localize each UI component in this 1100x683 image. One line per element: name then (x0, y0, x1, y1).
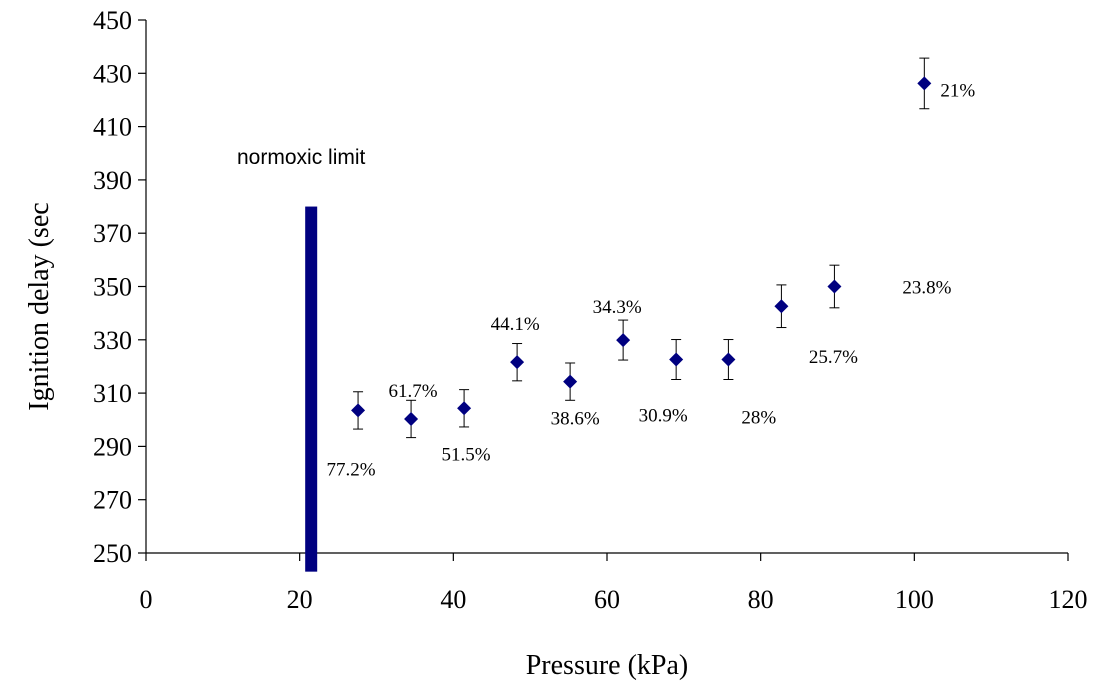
data-point-group: 51.5% (442, 389, 491, 465)
data-point-marker (457, 401, 472, 416)
data-point-marker (510, 355, 525, 370)
data-label: 25.7% (809, 347, 858, 368)
x-tick-label: 100 (895, 585, 934, 614)
data-point-marker (774, 299, 789, 314)
y-tick-label: 430 (93, 59, 132, 88)
data-point-group: 77.2% (327, 391, 376, 480)
normoxic-limit-label: normoxic limit (237, 146, 366, 169)
x-tick-label: 120 (1049, 585, 1088, 614)
data-point-group: 44.1% (491, 314, 540, 382)
y-axis-title: Ignition delay (sec (24, 202, 55, 410)
y-tick-label: 270 (93, 486, 132, 515)
data-point-group: 25.7% (774, 284, 858, 368)
data-label: 51.5% (442, 444, 491, 465)
y-tick-label: 330 (93, 326, 132, 355)
data-point-group: 28% (721, 339, 776, 429)
data-point-marker (563, 374, 578, 389)
data-point-marker (404, 411, 419, 426)
data-point-marker (917, 76, 932, 91)
x-tick-label: 60 (594, 585, 620, 614)
data-label: 44.1% (491, 314, 540, 335)
y-tick-label: 370 (93, 219, 132, 248)
y-tick-label: 250 (93, 539, 132, 568)
data-point-group: 23.8% (827, 264, 952, 309)
x-axis-title: Pressure (kPa) (526, 650, 689, 681)
x-tick-label: 40 (440, 585, 466, 614)
normoxic-limit-group: normoxic limit (237, 146, 366, 572)
data-label: 28% (741, 408, 776, 429)
y-tick-label: 290 (93, 432, 132, 461)
y-tick-label: 410 (93, 113, 132, 142)
data-point-marker (616, 333, 631, 348)
data-label: 61.7% (389, 381, 438, 402)
x-tick-label: 20 (287, 585, 313, 614)
normoxic-limit-bar (305, 206, 318, 572)
data-label: 21% (940, 80, 975, 101)
data-point-marker (669, 352, 684, 367)
data-point-group: 61.7% (389, 381, 438, 439)
y-tick-label: 390 (93, 166, 132, 195)
data-point-marker (351, 403, 366, 418)
data-label: 34.3% (593, 297, 642, 318)
data-point-group: 30.9% (639, 339, 688, 427)
data-point-marker (827, 279, 842, 294)
x-tick-label: 0 (140, 585, 153, 614)
data-point-group: 38.6% (551, 362, 600, 430)
y-tick-label: 450 (93, 6, 132, 35)
data-label: 30.9% (639, 406, 688, 427)
data-point-marker (721, 352, 736, 367)
y-tick-label: 310 (93, 379, 132, 408)
data-label: 23.8% (902, 278, 951, 299)
x-tick-label: 80 (748, 585, 774, 614)
data-point-group: 34.3% (593, 297, 642, 361)
y-tick-label: 350 (93, 273, 132, 302)
data-points: 77.2% 61.7% 51.5% 44.1% 38.6% 34.3% 30.9% 28% 25… (327, 57, 975, 480)
data-point-group: 21% (917, 57, 975, 110)
data-label: 77.2% (327, 459, 376, 480)
ticks: 250 270 290 310 330 350 370 390 410 430 450 0 20 40 60… (93, 6, 1088, 614)
data-label: 38.6% (551, 409, 600, 430)
